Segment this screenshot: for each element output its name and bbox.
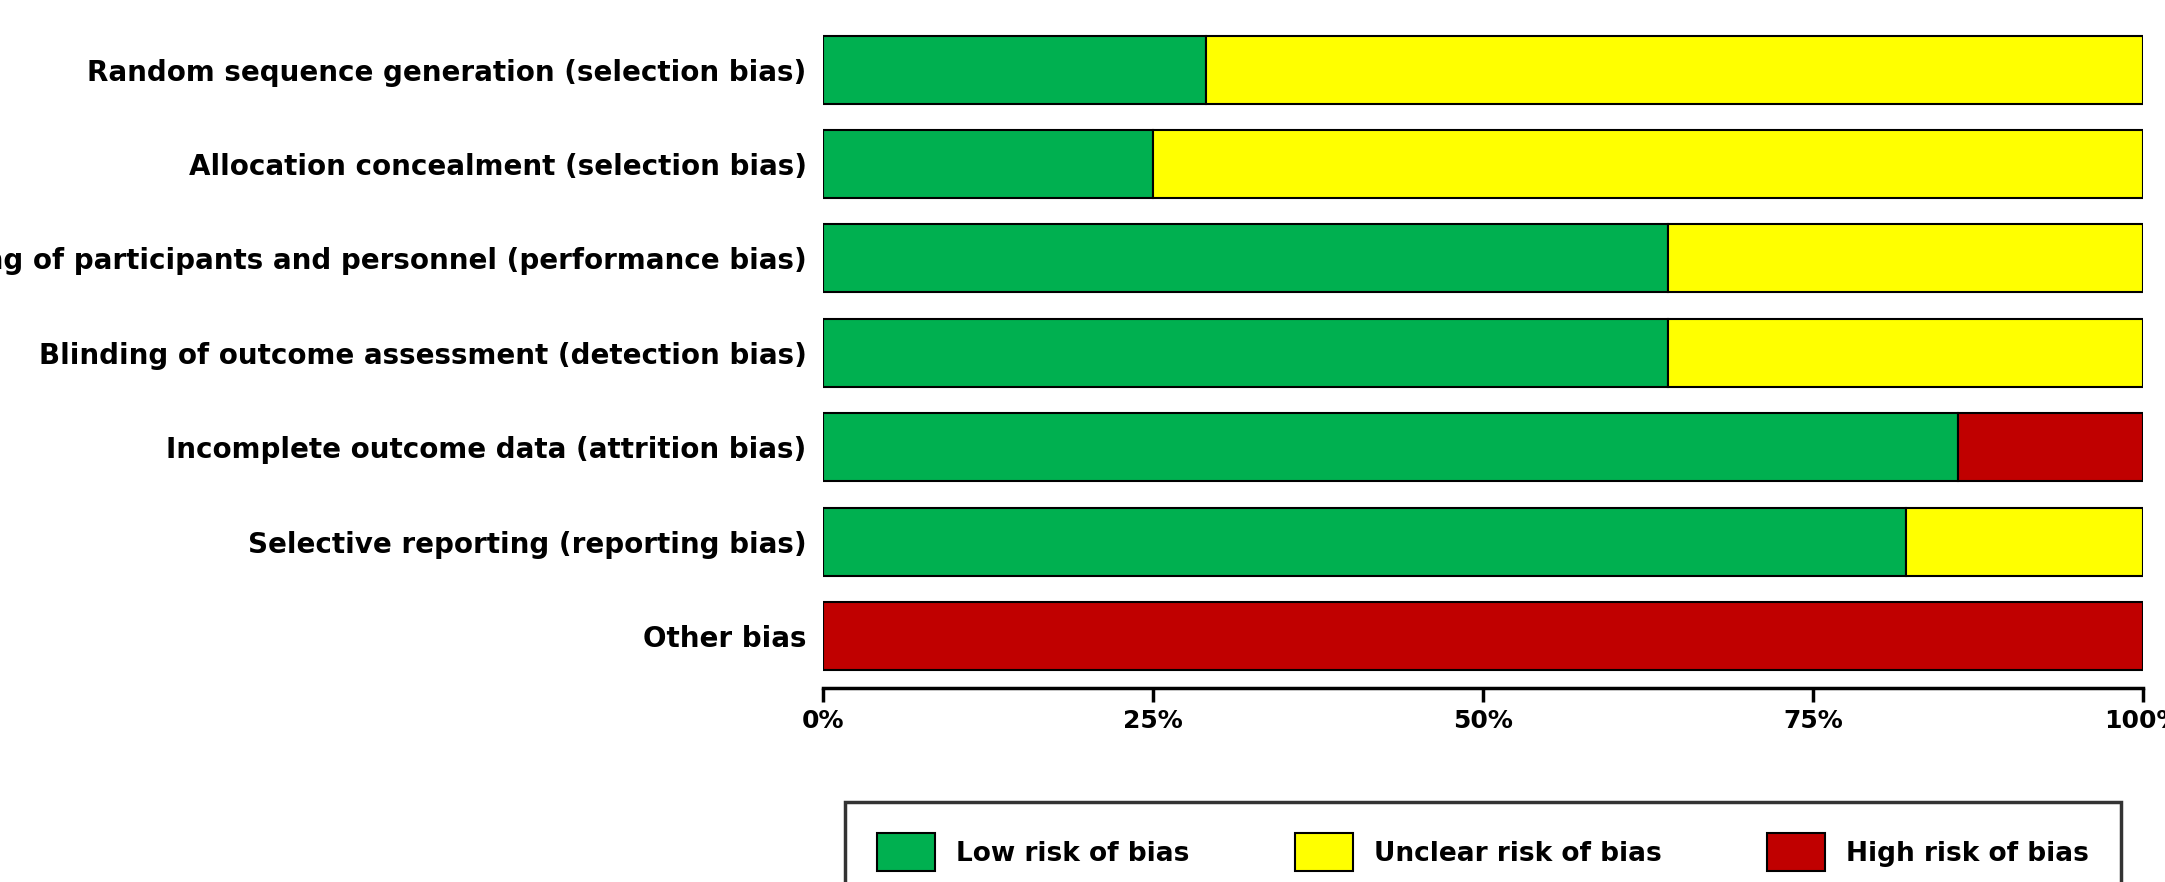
- Bar: [1152, 130, 2143, 198]
- Bar: [823, 35, 1206, 103]
- Bar: [1905, 508, 2143, 576]
- Bar: [1667, 318, 2143, 387]
- Bar: [823, 602, 2143, 670]
- Bar: [823, 224, 1667, 292]
- Bar: [1206, 35, 2143, 103]
- Bar: [1959, 414, 2143, 482]
- Bar: [823, 414, 1959, 482]
- Bar: [823, 130, 1152, 198]
- Bar: [823, 508, 1905, 576]
- Bar: [1667, 224, 2143, 292]
- Legend: Low risk of bias, Unclear risk of bias, High risk of bias: Low risk of bias, Unclear risk of bias, …: [844, 802, 2122, 882]
- Bar: [823, 318, 1667, 387]
